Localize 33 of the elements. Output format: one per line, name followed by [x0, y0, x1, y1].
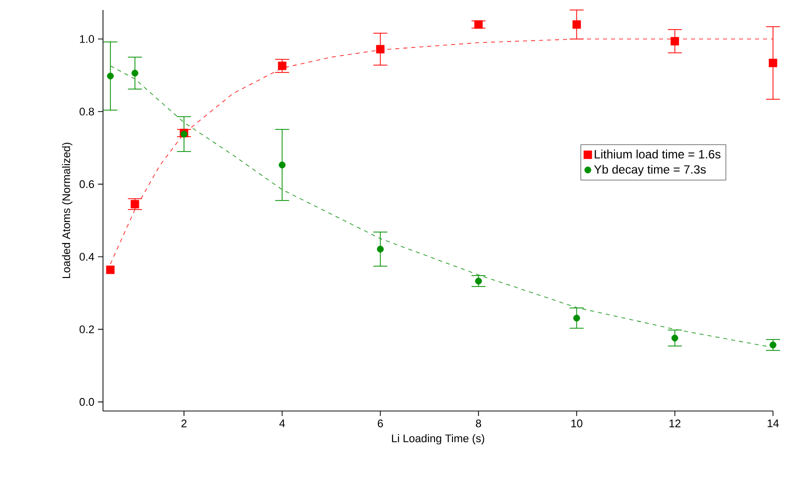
point: [376, 246, 384, 253]
y-tick-label: 0.6: [80, 180, 94, 188]
point: [106, 266, 115, 274]
point: [132, 70, 138, 77]
point: [130, 200, 140, 208]
y-tick-label: 0.0: [80, 398, 94, 406]
legend-label: Yb decay time = 7.3s: [594, 164, 706, 176]
point: [768, 58, 778, 68]
point: [475, 278, 482, 284]
x-axis-title: Li Loading Time (s): [392, 434, 484, 444]
legend-label: Lithium load time = 1.6s: [594, 150, 720, 158]
point: [670, 37, 680, 46]
x-tick-label: 12: [670, 420, 680, 428]
x-tick-label: 2: [181, 420, 187, 428]
y-tick-label: 1.0: [80, 35, 94, 43]
point: [573, 314, 580, 322]
x-tick-label: 6: [378, 420, 383, 428]
x-tick-label: 10: [571, 420, 582, 428]
point: [770, 342, 776, 348]
point: [474, 20, 483, 29]
y-axis-title: Loaded Atoms (Normalized): [62, 142, 72, 278]
point: [278, 62, 286, 70]
x-tick-label: 8: [476, 420, 482, 428]
x-tick-label: 4: [279, 420, 285, 428]
y-tick-label: 0.2: [80, 325, 94, 334]
point: [572, 20, 581, 29]
x-tick-label: 14: [768, 420, 779, 428]
y-tick-label: 0.8: [80, 108, 94, 116]
y-tick-label: 0.4: [80, 252, 94, 261]
point: [106, 72, 114, 80]
point: [671, 334, 678, 342]
point: [376, 44, 385, 54]
point: [278, 162, 286, 168]
